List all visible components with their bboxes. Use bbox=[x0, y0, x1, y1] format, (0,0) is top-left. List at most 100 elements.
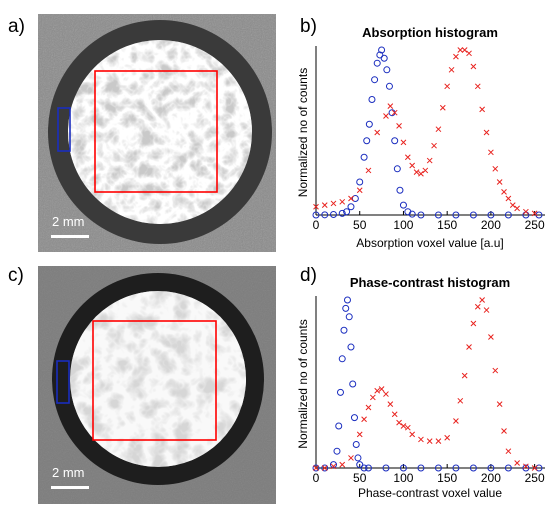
data-point-circle bbox=[365, 120, 373, 128]
data-point-x bbox=[479, 106, 486, 113]
chart-title: Absorption histogram bbox=[362, 25, 498, 40]
data-point-circle bbox=[321, 464, 329, 472]
data-point-x bbox=[321, 465, 328, 471]
data-point-x bbox=[474, 83, 481, 90]
data-point-circle bbox=[321, 211, 329, 219]
data-point-x bbox=[418, 170, 424, 177]
absorption-tomogram bbox=[38, 14, 276, 252]
panel-label-a: a) bbox=[8, 16, 25, 37]
data-point-circle bbox=[535, 464, 543, 472]
background-region-marker bbox=[57, 107, 71, 152]
x-tick-label: 100 bbox=[393, 471, 413, 485]
x-tick-label: 50 bbox=[353, 471, 367, 485]
data-point-x bbox=[496, 401, 503, 408]
data-point-circle bbox=[388, 109, 396, 117]
region-of-interest-box bbox=[92, 320, 217, 441]
data-point-circle bbox=[376, 51, 384, 59]
data-point-circle bbox=[363, 137, 371, 145]
data-point-x bbox=[488, 334, 494, 340]
data-point-circle bbox=[338, 209, 346, 217]
data-point-circle bbox=[404, 208, 412, 216]
x-tick-label: 0 bbox=[313, 471, 320, 485]
data-point-circle bbox=[385, 82, 393, 90]
panel-label-d: d) bbox=[300, 265, 317, 286]
data-point-circle bbox=[356, 178, 364, 186]
data-point-x bbox=[348, 195, 354, 202]
data-point-x bbox=[413, 169, 420, 175]
scalebar-a bbox=[51, 235, 89, 238]
data-point-circle bbox=[354, 454, 362, 462]
y-axis-label: Normalized no of counts bbox=[296, 68, 310, 197]
data-point-circle bbox=[408, 210, 416, 218]
data-point-x bbox=[483, 307, 490, 313]
data-point-x bbox=[453, 418, 459, 424]
data-point-circle bbox=[535, 211, 543, 219]
data-point-x bbox=[492, 165, 499, 172]
data-point-x bbox=[514, 205, 520, 212]
data-point-circle bbox=[504, 211, 512, 219]
data-point-circle bbox=[312, 464, 320, 472]
data-point-x bbox=[409, 162, 416, 169]
data-point-circle bbox=[469, 464, 477, 472]
y-axis-label: Normalized no of counts bbox=[296, 319, 310, 448]
x-tick-label: 50 bbox=[353, 218, 367, 232]
data-point-circle bbox=[382, 464, 390, 472]
scalebar-c bbox=[51, 486, 89, 489]
x-tick-label: 200 bbox=[481, 471, 501, 485]
x-axis-label: Phase-contrast voxel value bbox=[358, 486, 502, 500]
data-point-x bbox=[339, 461, 346, 468]
data-point-circle bbox=[338, 355, 346, 363]
region-of-interest-box bbox=[94, 70, 218, 193]
data-point-x bbox=[383, 391, 389, 397]
background-region-marker bbox=[56, 360, 70, 404]
data-point-circle bbox=[360, 464, 368, 472]
data-point-x bbox=[483, 129, 490, 136]
data-point-x bbox=[444, 83, 451, 90]
data-point-x bbox=[461, 372, 468, 379]
scalebar-label-a: 2 mm bbox=[52, 214, 85, 229]
data-point-circle bbox=[396, 186, 404, 194]
data-point-circle bbox=[333, 447, 341, 455]
x-tick-label: 200 bbox=[481, 218, 501, 232]
data-point-circle bbox=[399, 201, 407, 209]
data-point-x bbox=[448, 66, 455, 73]
data-point-x bbox=[339, 198, 346, 205]
data-point-circle bbox=[349, 380, 357, 388]
data-point-x bbox=[466, 344, 472, 350]
scalebar-label-c: 2 mm bbox=[52, 465, 85, 480]
data-point-x bbox=[435, 438, 442, 444]
data-point-x bbox=[396, 419, 402, 426]
data-point-circle bbox=[399, 464, 407, 472]
data-point-circle bbox=[347, 203, 355, 211]
data-point-x bbox=[488, 149, 494, 156]
data-point-x bbox=[501, 189, 507, 195]
data-point-circle bbox=[347, 343, 355, 351]
data-point-x bbox=[313, 465, 319, 471]
data-point-x bbox=[400, 139, 407, 146]
data-point-circle bbox=[380, 54, 388, 62]
data-point-circle bbox=[434, 464, 442, 472]
data-point-x bbox=[330, 200, 337, 207]
data-point-circle bbox=[417, 211, 425, 219]
data-point-circle bbox=[335, 422, 343, 430]
data-point-x bbox=[330, 463, 337, 470]
data-point-x bbox=[313, 203, 319, 210]
data-point-x bbox=[523, 208, 529, 215]
data-point-circle bbox=[364, 464, 372, 472]
x-tick-label: 150 bbox=[437, 218, 457, 232]
data-point-x bbox=[391, 109, 398, 116]
data-point-x bbox=[409, 431, 416, 438]
data-point-circle bbox=[368, 96, 376, 103]
data-point-circle bbox=[452, 464, 460, 472]
x-tick-label: 150 bbox=[437, 471, 457, 485]
data-point-x bbox=[356, 187, 363, 194]
data-point-circle bbox=[417, 464, 425, 472]
data-point-x bbox=[474, 303, 481, 310]
data-point-circle bbox=[343, 296, 351, 304]
data-point-x bbox=[509, 202, 516, 208]
data-point-circle bbox=[522, 464, 530, 472]
data-point-x bbox=[361, 416, 367, 423]
data-point-x bbox=[431, 142, 437, 149]
data-point-x bbox=[479, 297, 486, 303]
data-point-circle bbox=[312, 211, 320, 219]
